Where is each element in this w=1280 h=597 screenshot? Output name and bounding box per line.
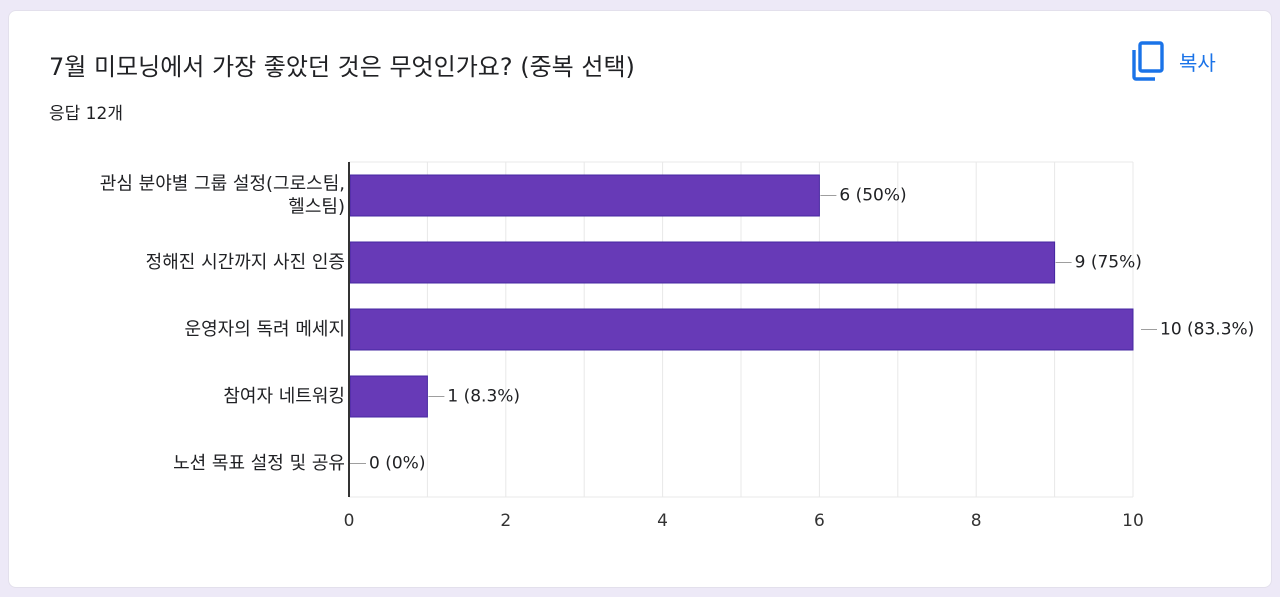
data-label: 1 (8.3%) <box>447 387 520 407</box>
x-tick-label: 0 <box>344 511 355 531</box>
data-label: 6 (50%) <box>839 186 906 206</box>
x-tick-label: 4 <box>657 511 668 531</box>
data-label: 0 (0%) <box>369 454 425 474</box>
category-label: 운영자의 독려 메세지 <box>185 319 345 340</box>
bar <box>349 375 428 418</box>
question-card: 7월 미모닝에서 가장 좋았던 것은 무엇인가요? (중복 선택) 응답 12개… <box>8 10 1272 588</box>
category-label: 헬스팀) <box>288 197 345 218</box>
x-tick-label: 2 <box>500 511 511 531</box>
category-label: 정해진 시간까지 사진 인증 <box>146 252 345 273</box>
x-tick-label: 8 <box>971 511 982 531</box>
copy-button-label: 복사 <box>1179 50 1216 75</box>
copy-icon <box>1131 41 1165 81</box>
category-label: 노션 목표 설정 및 공유 <box>173 453 345 474</box>
x-tick-label: 6 <box>814 511 825 531</box>
copy-button[interactable]: 복사 <box>1127 39 1226 83</box>
response-count: 응답 12개 <box>49 104 123 124</box>
category-label: 참여자 네트워킹 <box>223 386 345 407</box>
data-label: 10 (83.3%) <box>1160 320 1254 340</box>
bar <box>349 174 820 217</box>
bar <box>349 308 1134 351</box>
data-label: 9 (75%) <box>1075 253 1142 273</box>
category-label: 관심 분야별 그룹 설정(그로스팀, <box>100 174 345 195</box>
x-tick-label: 10 <box>1122 511 1144 531</box>
question-title: 7월 미모닝에서 가장 좋았던 것은 무엇인가요? (중복 선택) <box>49 53 635 81</box>
bar <box>349 241 1056 284</box>
